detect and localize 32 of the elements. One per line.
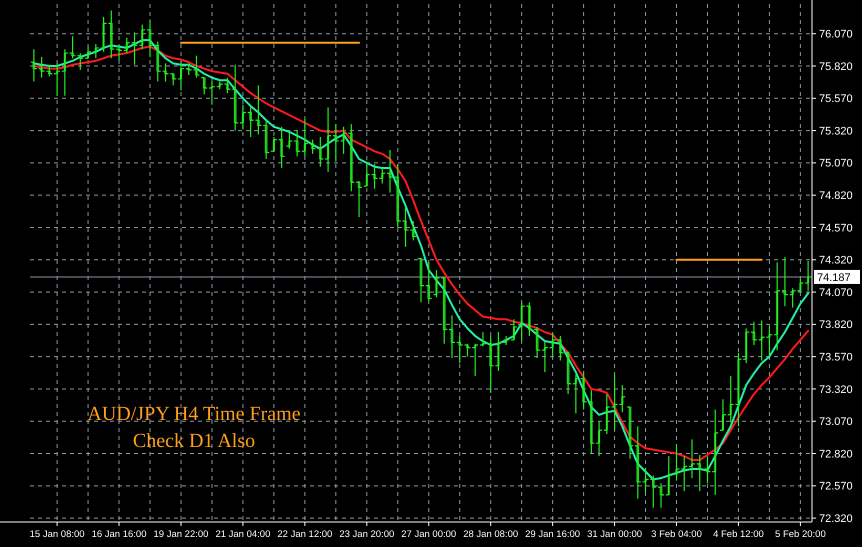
x-tick-label: 19 Jan 22:00 <box>154 529 208 540</box>
y-tick-label: 74.820 <box>819 190 853 202</box>
x-tick-label: 16 Jan 16:00 <box>92 529 147 540</box>
x-tick-label: 4 Feb 12:00 <box>713 529 764 540</box>
x-tick-label: 31 Jan 00:00 <box>587 529 642 540</box>
y-tick-label: 75.820 <box>819 60 853 73</box>
y-tick-label: 74.070 <box>819 286 853 299</box>
x-tick-label: 3 Feb 04:00 <box>651 529 702 540</box>
y-tick-label: 74.570 <box>819 222 853 234</box>
y-tick-label: 76.070 <box>819 28 853 41</box>
y-tick-label: 75.570 <box>819 93 853 106</box>
annotation: AUD/JPY H4 Time Frame <box>87 403 301 425</box>
x-tick-label: 23 Jan 20:00 <box>339 529 394 540</box>
y-tick-label: 75.320 <box>819 125 853 138</box>
x-tick-label: 15 Jan 08:00 <box>30 529 85 540</box>
y-tick-label: 73.820 <box>819 319 853 332</box>
y-tick-label: 73.320 <box>819 384 853 396</box>
x-tick-label: 5 Feb 20:00 <box>775 529 826 540</box>
y-tick-label: 72.820 <box>819 448 853 460</box>
y-tick-label: 72.320 <box>819 512 853 525</box>
x-tick-label: 27 Jan 00:00 <box>401 529 456 540</box>
y-tick-label: 73.070 <box>819 416 853 428</box>
annotation: Check D1 Also <box>132 430 256 452</box>
x-tick-label: 21 Jan 04:00 <box>215 529 270 540</box>
y-tick-label: 73.570 <box>819 352 853 364</box>
y-tick-label: 72.570 <box>819 480 853 493</box>
x-tick-label: 22 Jan 12:00 <box>277 529 332 540</box>
y-tick-label: 75.070 <box>819 158 853 170</box>
ref-line-label: 74.187 <box>817 272 851 284</box>
x-tick-label: 29 Jan 16:00 <box>525 529 580 540</box>
y-tick-label: 74.320 <box>819 254 853 267</box>
x-tick-label: 28 Jan 08:00 <box>463 529 518 540</box>
